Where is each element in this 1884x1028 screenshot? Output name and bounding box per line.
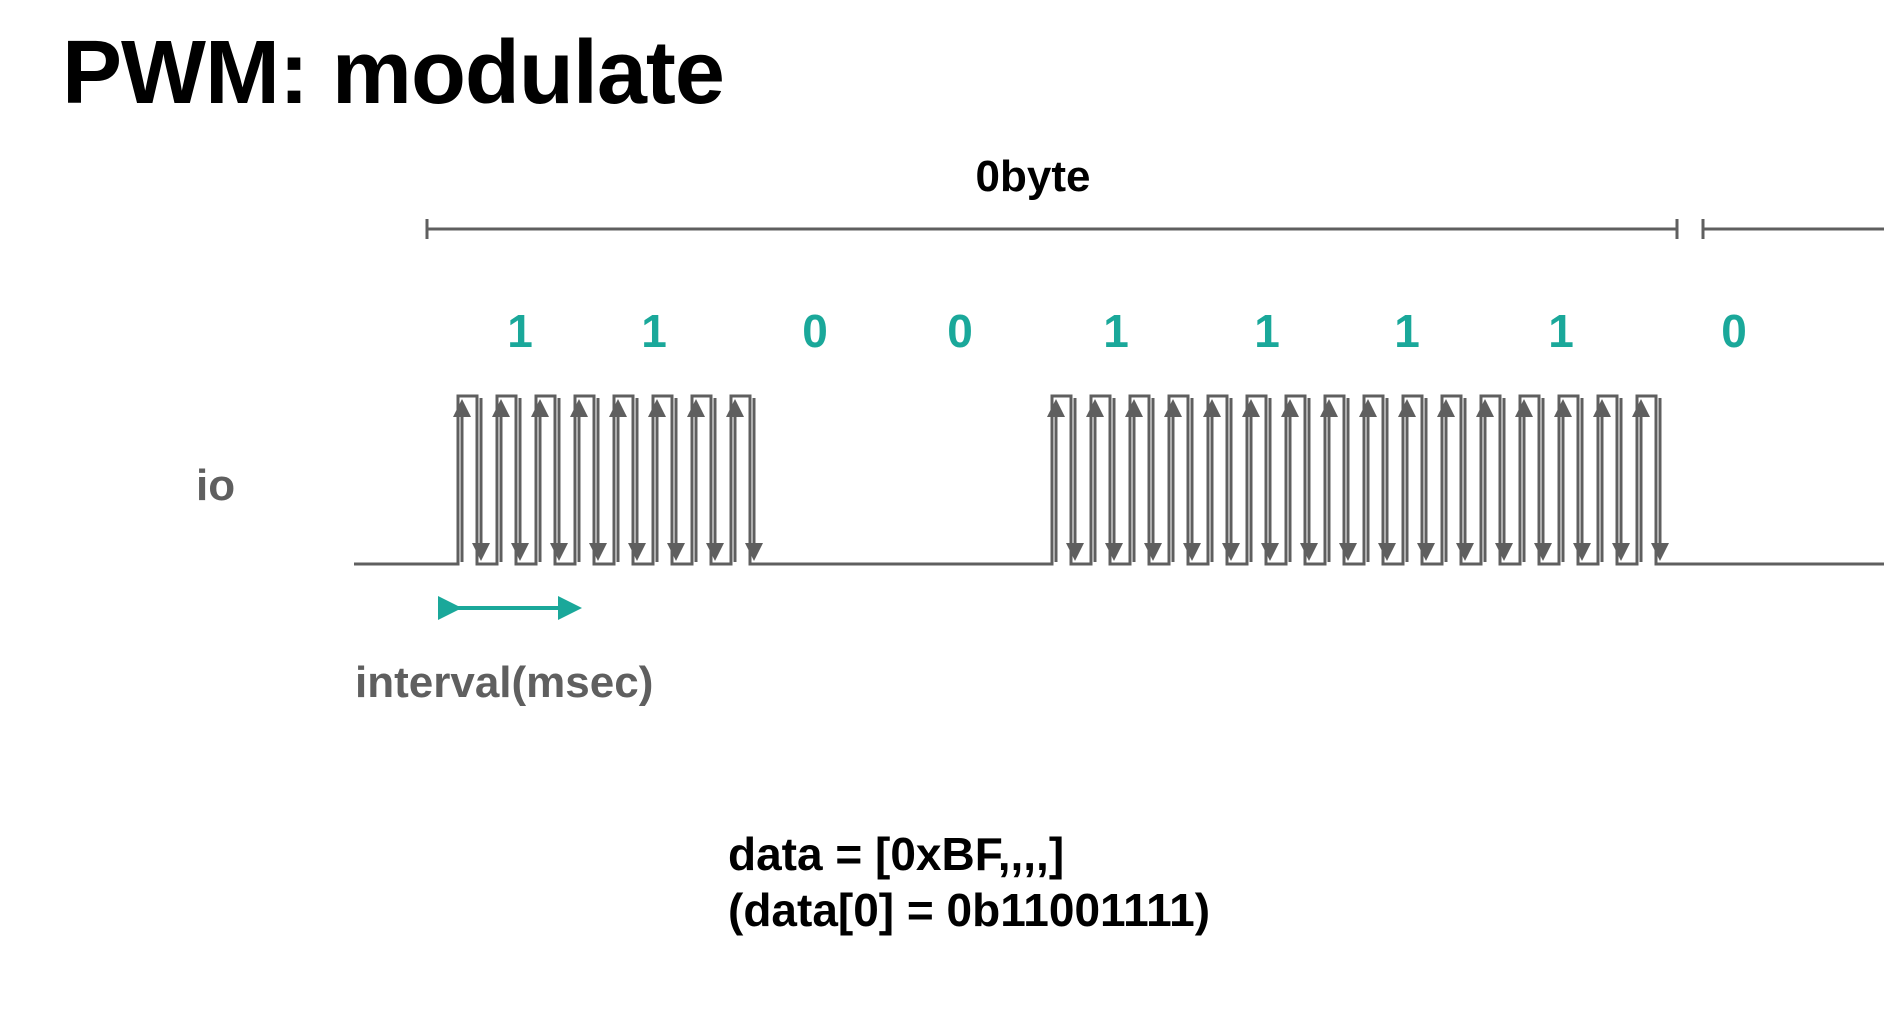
bit-labels: 1 1 0 0 1 1 1 1 0 [507, 305, 1747, 357]
bit-label: 1 [1254, 305, 1280, 357]
io-signal-label: io [196, 461, 235, 510]
slide-title: PWM: modulate [62, 23, 725, 123]
data-binary-line: (data[0] = 0b11001111) [728, 884, 1211, 936]
next-byte-span-bracket [1701, 219, 1884, 239]
bit-label: 1 [1394, 305, 1420, 357]
bit-label: 0 [802, 305, 828, 357]
io-waveform-line [354, 394, 1884, 566]
bit-label: 1 [1548, 305, 1574, 357]
data-array-line: data = [0xBF,,,,] [728, 828, 1065, 880]
bit-label: 1 [507, 305, 533, 357]
interval-label: interval(msec) [355, 658, 653, 707]
bit-label: 1 [641, 305, 667, 357]
byte-span-bracket [425, 219, 1679, 239]
data-code-block: data = [0xBF,,,,] (data[0] = 0b11001111) [728, 826, 1210, 938]
bit-label: 1 [1103, 305, 1129, 357]
bit-label: 0 [1721, 305, 1747, 357]
bit-label: 0 [947, 305, 973, 357]
io-waveform [354, 394, 1884, 566]
byte-label: 0byte [976, 152, 1091, 201]
